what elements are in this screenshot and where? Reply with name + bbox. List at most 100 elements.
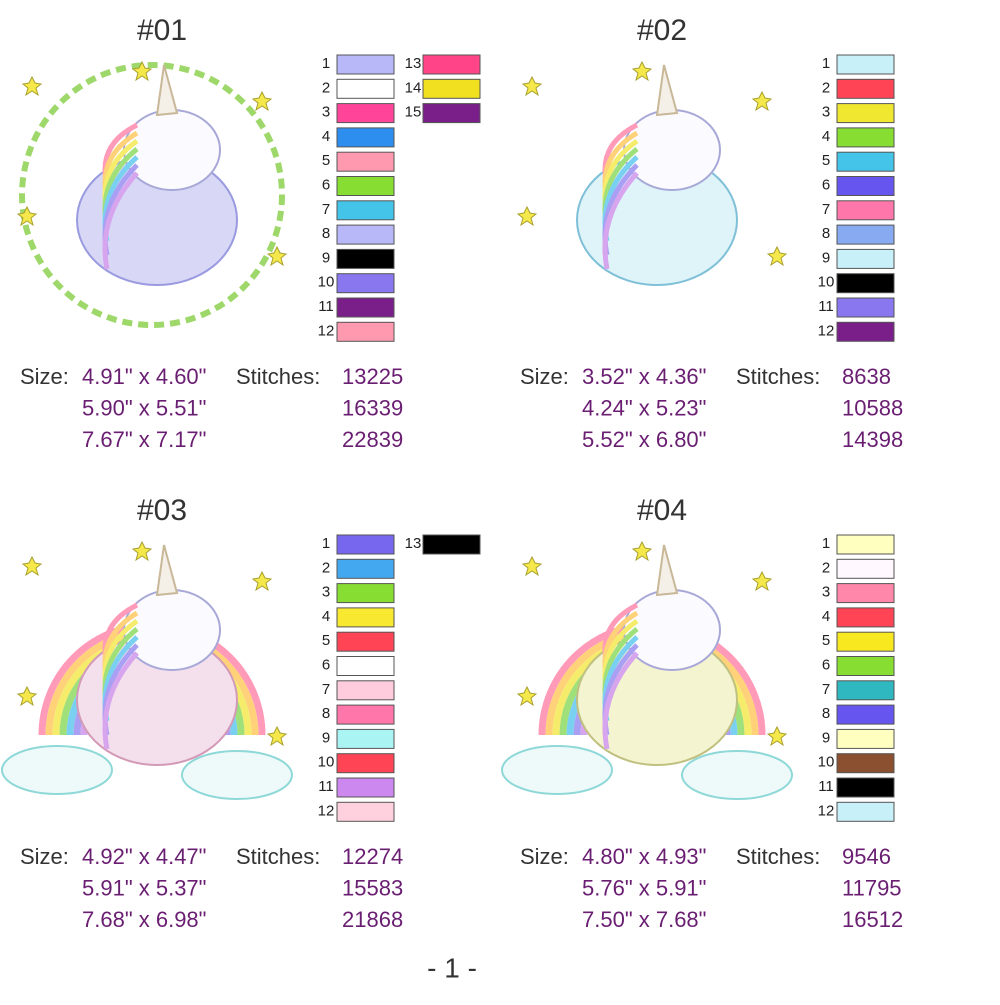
color-number: 7 — [322, 681, 330, 698]
design-title: #01 — [137, 14, 187, 47]
cloud — [681, 750, 793, 800]
star — [131, 60, 153, 82]
design-title: #03 — [137, 494, 187, 527]
color-swatch — [336, 631, 395, 652]
star — [516, 205, 538, 227]
color-number: 2 — [822, 79, 830, 96]
color-swatch — [836, 321, 895, 342]
star — [631, 60, 653, 82]
color-number: 6 — [322, 176, 330, 193]
unicorn-head — [123, 589, 221, 671]
wreath — [19, 62, 285, 328]
color-swatch — [336, 753, 395, 774]
color-swatch — [836, 753, 895, 774]
stitch-count: 14398 — [842, 427, 903, 452]
color-swatch — [422, 54, 481, 75]
color-number: 1 — [322, 55, 330, 72]
color-swatch — [422, 103, 481, 124]
color-number: 11 — [818, 778, 834, 795]
color-swatch — [422, 534, 481, 555]
color-swatch — [336, 224, 395, 245]
color-number: 7 — [822, 681, 830, 698]
size-value: 7.67" x 7.17" — [82, 427, 206, 452]
cloud — [501, 745, 613, 795]
unicorn-head — [123, 109, 221, 191]
color-swatch — [336, 583, 395, 604]
size-value: 4.80" x 4.93" — [582, 844, 706, 869]
color-number: 4 — [822, 128, 830, 145]
color-swatch — [836, 607, 895, 628]
star — [251, 90, 273, 112]
color-number: 13 — [405, 55, 422, 72]
color-swatch — [336, 151, 395, 172]
color-swatch — [336, 534, 395, 555]
color-number: 3 — [822, 104, 830, 121]
star — [631, 540, 653, 562]
color-number: 2 — [322, 559, 330, 576]
size-value: 5.91" x 5.37" — [82, 875, 206, 900]
star — [751, 90, 773, 112]
color-number: 9 — [822, 729, 830, 746]
color-swatch — [836, 176, 895, 196]
stitch-count: 8638 — [842, 364, 891, 389]
color-number: 8 — [322, 225, 330, 242]
mane-strand — [102, 651, 139, 750]
color-swatch — [422, 78, 481, 99]
color-swatch — [336, 297, 395, 318]
color-number: 12 — [318, 802, 335, 819]
illustration — [1, 540, 293, 800]
cloud — [181, 750, 293, 800]
mane-strand — [602, 651, 639, 750]
color-number: 6 — [822, 656, 830, 673]
color-swatch — [836, 631, 895, 652]
color-number: 5 — [322, 152, 330, 169]
color-swatch — [836, 248, 895, 269]
color-swatch — [836, 728, 895, 749]
color-swatch — [336, 176, 395, 196]
stitches-label: Stitches: — [736, 364, 820, 389]
stitch-count: 22839 — [342, 427, 403, 452]
size-value: 3.52" x 4.36" — [582, 364, 706, 389]
color-number: 4 — [822, 608, 830, 625]
color-swatch — [836, 777, 895, 798]
color-swatch — [836, 127, 895, 148]
color-number: 4 — [322, 128, 330, 145]
color-number: 8 — [322, 705, 330, 722]
color-swatch — [336, 728, 395, 749]
color-number: 9 — [822, 249, 830, 266]
color-number: 4 — [322, 608, 330, 625]
star — [766, 245, 788, 267]
color-swatch — [336, 54, 395, 75]
color-number: 1 — [822, 55, 830, 72]
color-number: 5 — [822, 632, 830, 649]
color-swatch — [836, 801, 895, 822]
color-swatch — [836, 297, 895, 318]
star — [266, 725, 288, 747]
stitch-count: 21868 — [342, 907, 403, 932]
color-number: 2 — [822, 559, 830, 576]
color-swatch — [336, 248, 395, 269]
color-number: 2 — [322, 79, 330, 96]
stitch-count: 15583 — [342, 875, 403, 900]
color-swatch — [836, 534, 895, 555]
star — [751, 570, 773, 592]
color-swatch — [336, 704, 395, 725]
color-number: 12 — [818, 322, 835, 339]
stitch-count: 11795 — [842, 875, 902, 900]
stitch-count: 16512 — [842, 907, 903, 932]
color-swatch — [336, 103, 395, 124]
unicorn-head — [623, 589, 721, 671]
color-number: 10 — [818, 274, 835, 291]
color-number: 11 — [318, 778, 334, 795]
star — [16, 685, 38, 707]
star — [766, 725, 788, 747]
size-label: Size: — [520, 844, 569, 869]
stitch-count: 12274 — [342, 844, 403, 869]
unicorn-horn — [655, 544, 679, 597]
color-number: 12 — [318, 322, 335, 339]
color-swatch — [336, 78, 395, 99]
